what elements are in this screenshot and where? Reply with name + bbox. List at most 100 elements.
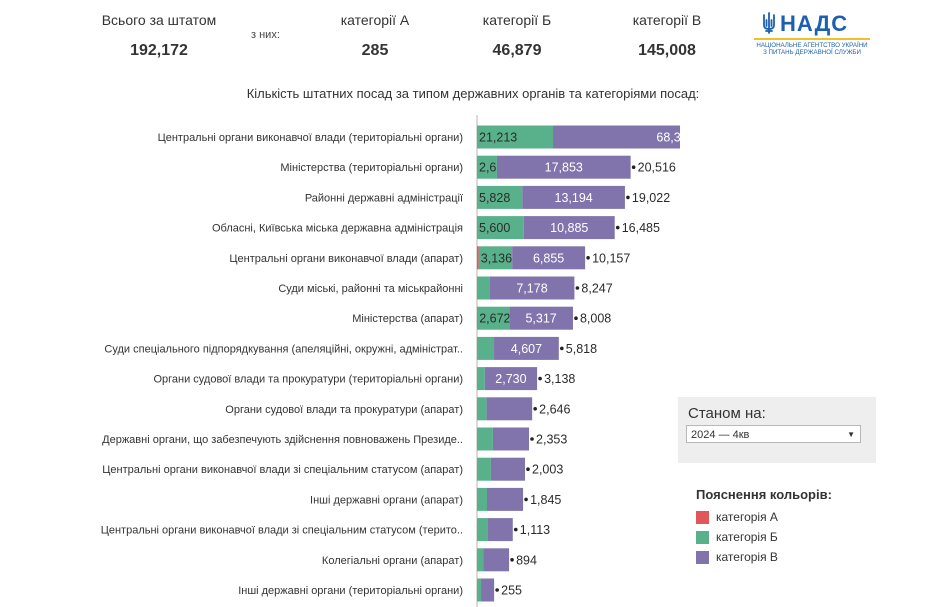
bar-segment-category-b[interactable]: [477, 578, 482, 602]
total-marker-dot: [631, 165, 636, 169]
bar-segment-category-b[interactable]: [477, 487, 487, 511]
kpi-category-v: категорії В 145,008: [612, 12, 722, 60]
logo-divider: [754, 38, 870, 40]
kpi-category-v-label: категорії В: [632, 12, 702, 28]
segment-value-label: 2,730: [495, 372, 526, 386]
kpi-category-a-label: категорії А: [340, 12, 410, 28]
bar-segment-category-v[interactable]: [512, 246, 586, 270]
kpi-category-b: категорії Б 46,879: [462, 12, 572, 60]
total-marker-dot: [530, 437, 534, 441]
segment-value-label: 68,354: [656, 131, 680, 145]
bar-segment-category-b[interactable]: [477, 548, 484, 572]
bar-segment-category-b[interactable]: [477, 397, 487, 421]
bar-segment-category-v[interactable]: [553, 125, 680, 149]
category-label: Інші державні органи (апарат): [310, 494, 463, 506]
legend-swatch-category-v: [696, 550, 709, 564]
bar-segment-category-v[interactable]: [484, 367, 538, 391]
total-value-label: 8,247: [581, 282, 612, 296]
category-label: Центральні органи виконавчої влади (тери…: [158, 132, 463, 144]
bar-segment-category-b[interactable]: [477, 427, 493, 451]
segment-value-label: 6,855: [533, 251, 564, 265]
category-label: Інші державні органи (територіальні орга…: [238, 585, 463, 597]
category-label: Міністерства (територіальні органи): [280, 162, 463, 174]
category-label: Обласні, Київська міська державна адміні…: [212, 223, 463, 235]
total-value-label: 1,845: [530, 493, 561, 507]
bar-segment-category-v[interactable]: [492, 427, 530, 451]
category-label: Колегіальні органи (апарат): [322, 555, 463, 567]
segment-value-label: 21,213: [479, 131, 517, 145]
stacked-bar-chart: Центральні органи виконавчої влади (тери…: [101, 115, 680, 607]
segment-value-label: 5,317: [525, 312, 556, 326]
bar-segment-category-v[interactable]: [486, 397, 533, 421]
total-value-label: 2,353: [536, 433, 567, 447]
segment-value-label: 5,828: [479, 191, 510, 205]
bar-segment-category-b[interactable]: [477, 216, 524, 240]
category-label: Органи судової влади та прокуратури (тер…: [153, 374, 463, 386]
bar-segment-category-v[interactable]: [487, 518, 513, 542]
total-marker-dot: [560, 346, 564, 351]
total-marker-dot: [524, 497, 528, 502]
bar-segment-category-b[interactable]: [478, 246, 513, 270]
total-marker-dot: [533, 407, 537, 411]
total-marker-dot: [510, 558, 514, 562]
total-value-label: 20,516: [638, 161, 676, 175]
total-marker-dot: [574, 316, 578, 320]
segment-value-label: 7,178: [516, 282, 547, 296]
bar-segment-category-b[interactable]: [477, 336, 495, 360]
category-label: Міністерства (апарат): [352, 313, 463, 325]
bar-segment-category-b[interactable]: [477, 367, 485, 391]
kpi-total-label: Всього за штатом: [101, 12, 217, 28]
total-marker-dot: [526, 467, 530, 472]
bar-segment-category-v[interactable]: [483, 548, 510, 572]
total-value-label: 894: [516, 553, 537, 567]
total-marker-dot: [495, 588, 499, 592]
bar-segment-category-b[interactable]: [477, 155, 497, 179]
bar-segment-category-v[interactable]: [494, 336, 559, 360]
logo-subtitle-line1: НАЦІОНАЛЬНЕ АГЕНТСТВО УКРАЇНИ: [756, 42, 868, 49]
total-marker-dot: [615, 225, 620, 230]
bar-segment-category-v[interactable]: [496, 155, 631, 179]
bar-segment-category-v[interactable]: [522, 185, 625, 209]
bar-segment-category-b[interactable]: [477, 185, 523, 209]
legend-item-category-a[interactable]: категорія А: [696, 507, 832, 527]
legend-item-category-b[interactable]: категорія Б: [696, 527, 832, 547]
logo-subtitle: НАЦІОНАЛЬНЕ АГЕНТСТВО УКРАЇНИ З ПИТАНЬ Д…: [754, 42, 870, 56]
legend-label-category-v: категорія В: [716, 550, 778, 564]
category-label: Центральні органи виконавчої влади зі сп…: [102, 464, 463, 476]
date-filter-label: Станом на:: [688, 405, 766, 422]
segment-value-label: 17,853: [545, 161, 583, 175]
kpi-total-value: 192,172: [130, 42, 188, 59]
legend-item-category-v[interactable]: категорія В: [696, 547, 832, 567]
bar-segment-category-b[interactable]: [477, 276, 490, 300]
legend-swatch-category-b: [696, 530, 709, 544]
bar-segment-category-v[interactable]: [489, 276, 575, 300]
bar-segment-category-a[interactable]: [477, 246, 479, 270]
total-value-label: 2,646: [539, 402, 570, 416]
bar-segment-category-b[interactable]: [477, 518, 488, 542]
kpi-category-b-label: категорії Б: [482, 12, 552, 28]
total-value-label: 10,157: [592, 251, 630, 265]
bar-segment-category-v[interactable]: [486, 487, 524, 511]
bar-segment-category-v[interactable]: [523, 216, 615, 240]
bar-segment-category-v[interactable]: [509, 306, 573, 330]
date-filter-select[interactable]: 2024 — 4кв ▼: [686, 425, 861, 443]
color-legend: Пояснення кольорів: категорія А категорі…: [696, 487, 832, 567]
nads-logo: НАДС НАЦІОНАЛЬНЕ АГЕНТСТВО УКРАЇНИ З ПИТ…: [752, 8, 872, 60]
bar-segment-category-b[interactable]: [477, 306, 510, 330]
bar-segment-category-v[interactable]: [490, 457, 526, 481]
bar-segment-category-b[interactable]: [477, 457, 491, 481]
kpi-total: Всього за штатом 192,172: [94, 12, 224, 60]
segment-value-label: 5,600: [479, 221, 510, 235]
total-value-label: 1,113: [520, 523, 550, 537]
kpi-category-a: категорії А 285: [320, 12, 430, 60]
kpi-from-them-label: з них:: [251, 29, 280, 41]
category-label: Центральні органи виконавчої влади (апар…: [229, 253, 463, 265]
bar-segment-category-v[interactable]: [481, 578, 495, 602]
total-value-label: 19,022: [632, 191, 670, 205]
trident-icon: [763, 12, 775, 34]
category-label: Суди спеціального підпорядкування (апеля…: [104, 343, 463, 355]
category-label: Державні органи, що забезпечують здійсне…: [102, 434, 463, 446]
bar-segment-category-b[interactable]: [477, 125, 554, 149]
total-value-label: 5,818: [566, 342, 597, 356]
segment-value-label: 4,607: [511, 342, 542, 356]
